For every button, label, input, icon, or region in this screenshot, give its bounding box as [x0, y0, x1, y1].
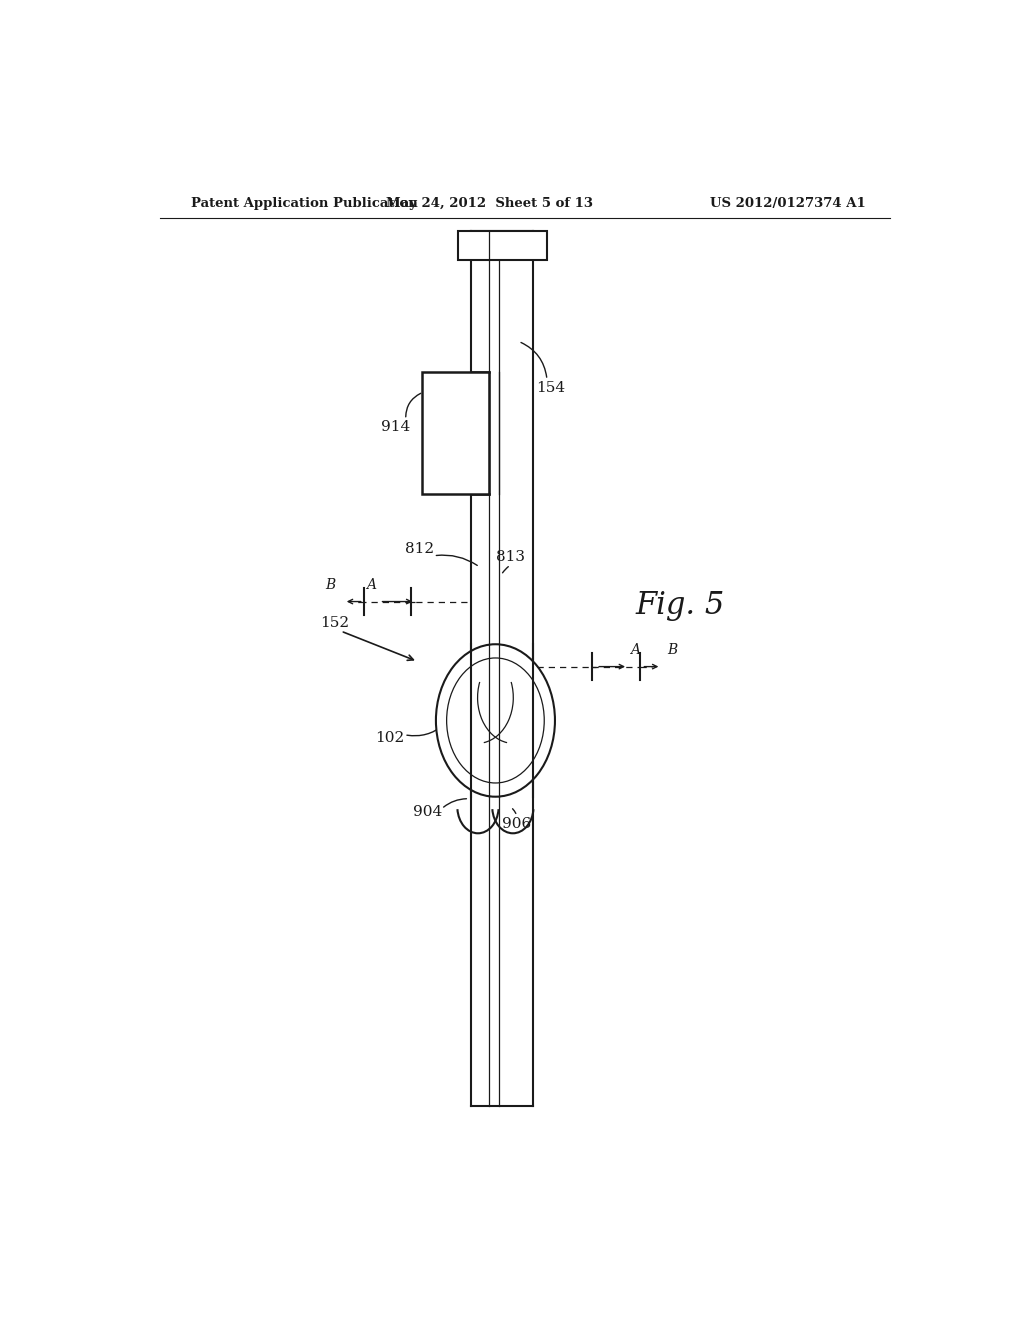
Text: A: A: [366, 578, 376, 593]
Text: B: B: [668, 643, 678, 657]
Text: 154: 154: [536, 381, 565, 395]
Text: 906: 906: [502, 817, 531, 832]
Text: B: B: [325, 578, 335, 593]
Text: A: A: [631, 643, 640, 657]
Text: 904: 904: [414, 805, 442, 818]
Text: Fig. 5: Fig. 5: [636, 590, 725, 622]
Text: 812: 812: [406, 541, 434, 556]
Bar: [422, 372, 489, 494]
Text: 813: 813: [496, 550, 525, 564]
Circle shape: [446, 657, 544, 783]
Text: 914: 914: [381, 420, 410, 434]
Circle shape: [436, 644, 555, 797]
Text: 102: 102: [375, 731, 404, 744]
Text: May 24, 2012  Sheet 5 of 13: May 24, 2012 Sheet 5 of 13: [386, 197, 593, 210]
Text: Patent Application Publication: Patent Application Publication: [191, 197, 418, 210]
Text: 152: 152: [321, 616, 349, 630]
Bar: [458, 231, 547, 260]
Text: US 2012/0127374 A1: US 2012/0127374 A1: [711, 197, 866, 210]
